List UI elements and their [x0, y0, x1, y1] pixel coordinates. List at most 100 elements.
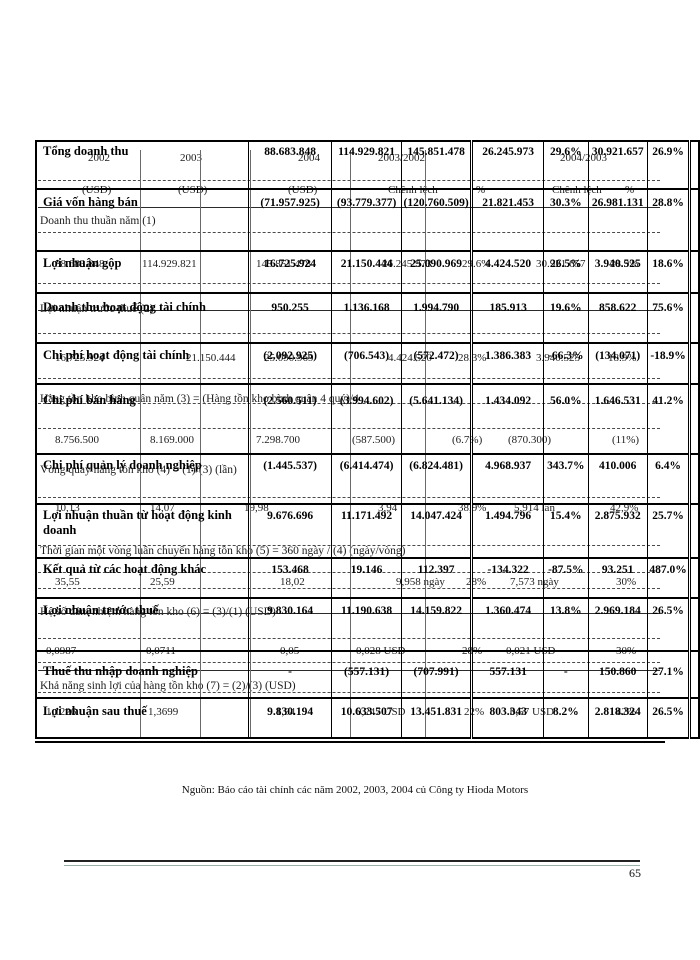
income-row: Lợi nhuận trước thuế 9.830.164 11.190.638 1… [35, 597, 700, 652]
income-cell: 1.646.531 [587, 383, 648, 455]
income-cell: (2.092.925) [247, 342, 333, 385]
income-row: Chi phí hoạt động tài chính (2.092.925) (7… [35, 342, 700, 385]
income-cell: 1.494.796 [470, 503, 545, 559]
page-number: 65 [629, 866, 641, 880]
income-cell: - [247, 650, 333, 699]
income-cell: 13.451.831 [400, 697, 473, 739]
edge-cell [688, 292, 700, 344]
income-cell: 114.929.821 [331, 140, 402, 190]
income-cell: 19.6% [543, 292, 589, 344]
income-cell: (5.641.134) [400, 383, 473, 455]
income-row-label: Lợi nhuận sau thuế [35, 697, 249, 739]
income-cell: 18.6% [646, 250, 691, 294]
income-cell: -66.3% [543, 342, 589, 385]
income-row: Kết quả từ các hoạt động khác 153.468 19.1… [35, 557, 700, 599]
income-cell: (2.560.511) [247, 383, 333, 455]
income-row-label: Doanh thu hoạt động tài chính [35, 292, 249, 344]
income-cell: -134.322 [470, 557, 545, 599]
income-cell: (6.414.474) [331, 453, 402, 505]
income-cell: 150.860 [587, 650, 648, 699]
income-cell: 1.386.383 [470, 342, 545, 385]
income-cell: - [543, 650, 589, 699]
edge-cell [688, 250, 700, 294]
income-cell: 21.150.444 [331, 250, 402, 294]
edge-cell [688, 188, 700, 252]
income-row-label: Giá vốn hàng bán [35, 188, 249, 252]
income-cell: 11.190.638 [331, 597, 402, 652]
edge-cell [688, 140, 700, 190]
income-cell: 9.830.194 [247, 697, 333, 739]
income-row-label: Lợi nhuận gộp [35, 250, 249, 294]
income-cell: 2.875.932 [587, 503, 648, 559]
income-row: Chi phí quản lý doanh nghiệp (1.445.537)(… [35, 453, 700, 505]
edge-cell [688, 503, 700, 559]
income-cell: 1.434.092 [470, 383, 545, 455]
income-cell: 10.633.507 [331, 697, 402, 739]
income-cell: (3.994.602) [331, 383, 402, 455]
income-cell: 26.245.973 [470, 140, 545, 190]
income-cell: 3.940.525 [587, 250, 648, 294]
income-cell: 8.2% [543, 697, 589, 739]
income-cell: 4.968.937 [470, 453, 545, 505]
income-cell: -87.5% [543, 557, 589, 599]
edge-cell [688, 697, 700, 739]
income-cell: 13.8% [543, 597, 589, 652]
income-row-label: Thuế thu nhập doanh nghiệp [35, 650, 249, 699]
income-cell: 15.4% [543, 503, 589, 559]
income-cell: 29.6% [543, 140, 589, 190]
income-cell: (706.543) [331, 342, 402, 385]
income-cell: 14.159.822 [400, 597, 473, 652]
income-row-label: Chi phí hoạt động tài chính [35, 342, 249, 385]
income-row-label: Lợi nhuận trước thuế [35, 597, 249, 652]
income-row: Lợi nhuận sau thuế 9.830.194 10.633.507 13.… [35, 697, 700, 739]
income-cell: 410.006 [587, 453, 648, 505]
income-cell: 26.5% [646, 697, 691, 739]
income-cell: 9.830.164 [247, 597, 333, 652]
income-cell: 26.5% [646, 597, 691, 652]
income-row-label: Chi phí bán hàng [35, 383, 249, 455]
income-cell: (1.445.537) [247, 453, 333, 505]
income-cell: 487.0% [646, 557, 691, 599]
income-cell: 27.1% [646, 650, 691, 699]
income-cell: (120.760.509) [400, 188, 473, 252]
income-cell: (572.472) [400, 342, 473, 385]
edge-cell [688, 557, 700, 599]
income-cell: 25.7% [646, 503, 691, 559]
income-row: Tổng doanh thu 88.683.848 114.929.821 145.8… [35, 140, 700, 190]
income-cell: 21.821.453 [470, 188, 545, 252]
edge-cell [688, 342, 700, 385]
income-row-label: Kết quả từ các hoạt động khác [35, 557, 249, 599]
income-cell: 1.994.790 [400, 292, 473, 344]
edge-cell [688, 383, 700, 455]
table-bottom-rule [35, 741, 665, 743]
income-cell: 1.360.474 [470, 597, 545, 652]
income-cell: 26.9% [646, 140, 691, 190]
income-row: Thuế thu nhập doanh nghiệp - (557.131) (707… [35, 650, 700, 699]
income-cell: 4.424.520 [470, 250, 545, 294]
income-cell: 950.255 [247, 292, 333, 344]
income-cell: 2.818.324 [587, 697, 648, 739]
source-note: Nguồn: Báo cáo tài chính các năm 2002, 2… [181, 784, 529, 796]
income-cell: 9.676.696 [247, 503, 333, 559]
income-cell: 93.251 [587, 557, 648, 599]
income-cell: 557.131 [470, 650, 545, 699]
income-row: Giá vốn hàng bán (71.957.925) (93.779.377)… [35, 188, 700, 252]
income-cell: 803.343 [470, 697, 545, 739]
income-cell: 30.3% [543, 188, 589, 252]
edge-cell [688, 453, 700, 505]
income-cell: 30.921.657 [587, 140, 648, 190]
income-cell: 75.6% [646, 292, 691, 344]
income-cell: -18.9% [646, 342, 691, 385]
income-cell: 19.146 [331, 557, 402, 599]
income-cell: (557.131) [331, 650, 402, 699]
income-cell: 145.851.478 [400, 140, 473, 190]
income-cell: 6.4% [646, 453, 691, 505]
footer-rule [64, 860, 640, 866]
income-cell: (707.991) [400, 650, 473, 699]
income-cell: 153.468 [247, 557, 333, 599]
income-cell: (71.957.925) [247, 188, 333, 252]
income-cell: 25.090.969 [400, 250, 473, 294]
income-cell: (134.071) [587, 342, 648, 385]
income-row: Doanh thu hoạt động tài chính 950.255 1.13… [35, 292, 700, 344]
